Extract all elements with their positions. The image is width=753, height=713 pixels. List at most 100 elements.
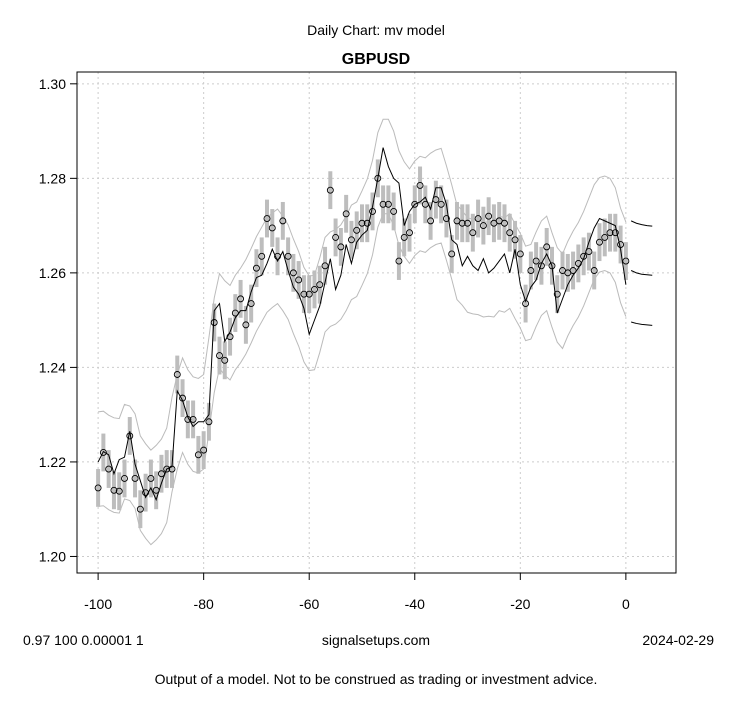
disclaimer: Output of a model. Not to be construed a… — [155, 671, 598, 687]
close-point — [448, 250, 456, 258]
x-tick-label: -60 — [299, 596, 319, 612]
y-tick-label: 1.20 — [39, 548, 66, 564]
close-point — [221, 356, 229, 364]
forecast-upper — [630, 220, 653, 227]
close-point — [247, 300, 255, 308]
close-point — [284, 252, 292, 260]
range-bars — [96, 159, 628, 529]
close-point — [94, 484, 102, 492]
close-point — [622, 257, 630, 265]
close-point — [474, 215, 482, 222]
close-point — [321, 262, 329, 270]
close-point — [390, 207, 398, 215]
x-axis: -100 -80 -60 -40 -20 0 — [84, 572, 630, 612]
close-point — [279, 217, 287, 225]
chart-supertitle: Daily Chart: mv model — [307, 22, 445, 38]
close-point — [147, 475, 155, 482]
close-point — [537, 262, 545, 270]
close-point — [527, 267, 535, 274]
x-tick-label: -80 — [194, 596, 214, 612]
close-point — [200, 446, 208, 454]
footer-left: 0.97 100 0.00001 1 — [23, 632, 144, 648]
close-point — [479, 222, 487, 230]
close-point — [511, 236, 519, 244]
y-axis: 1.20 1.22 1.24 1.26 1.28 1.30 — [39, 76, 77, 564]
close-point — [184, 415, 192, 423]
close-point — [363, 219, 371, 227]
close-point — [152, 486, 160, 494]
close-point — [142, 489, 150, 497]
close-point — [369, 207, 376, 215]
close-point — [311, 285, 318, 293]
close-point — [242, 321, 250, 329]
y-tick-label: 1.22 — [39, 454, 66, 470]
close-point — [574, 259, 582, 267]
close-point — [458, 219, 466, 227]
close-point — [437, 200, 445, 208]
close-point — [332, 233, 340, 241]
close-point — [406, 229, 413, 237]
close-point — [194, 451, 202, 459]
y-tick-label: 1.24 — [39, 359, 66, 375]
forecast-lower — [631, 321, 653, 326]
footer-center: signalsetups.com — [322, 632, 430, 648]
x-tick-label: -100 — [84, 596, 112, 612]
close-point — [374, 174, 382, 182]
close-point — [210, 319, 218, 326]
close-point — [295, 276, 303, 284]
close-point — [506, 229, 514, 237]
footer-right: 2024-02-29 — [642, 632, 714, 648]
close-point — [105, 465, 113, 473]
close-point — [226, 333, 234, 341]
model-line-path — [97, 147, 627, 502]
close-point — [179, 394, 187, 402]
close-point — [163, 465, 171, 473]
close-point — [326, 186, 334, 194]
close-point — [606, 229, 614, 237]
close-point — [411, 200, 419, 208]
close-point — [569, 267, 577, 274]
close-point — [136, 505, 144, 513]
close-point — [99, 449, 107, 456]
close-point — [252, 264, 260, 272]
close-point — [347, 236, 355, 244]
close-point — [543, 243, 551, 251]
close-point — [342, 210, 350, 218]
close-point — [131, 475, 139, 482]
forecast-lines — [630, 220, 653, 326]
plot-frame — [76, 71, 677, 574]
close-point — [258, 252, 266, 260]
close-point — [337, 243, 345, 251]
close-point — [121, 475, 128, 482]
y-tick-label: 1.30 — [39, 76, 66, 92]
chart-title: GBPUSD — [342, 51, 410, 68]
close-point — [263, 215, 271, 222]
close-point — [216, 352, 223, 360]
close-point — [516, 250, 524, 258]
close-point — [300, 290, 308, 298]
close-point — [395, 257, 403, 265]
close-point — [553, 290, 561, 298]
close-point — [358, 219, 366, 227]
close-point — [585, 248, 593, 256]
close-point — [379, 200, 387, 208]
close-point — [532, 257, 540, 265]
close-point — [189, 415, 197, 423]
close-point — [126, 432, 134, 440]
x-tick-label: -40 — [405, 596, 425, 612]
close-point — [353, 226, 361, 234]
bands — [98, 118, 627, 546]
close-point — [173, 371, 181, 378]
close-point — [601, 233, 609, 241]
close-point — [501, 219, 508, 227]
close-point — [205, 418, 213, 426]
close-point — [289, 269, 297, 277]
close-point — [469, 229, 477, 237]
close-point — [464, 219, 471, 227]
close-point — [237, 295, 245, 303]
close-point — [400, 233, 408, 241]
close-point — [617, 241, 625, 248]
close-point — [316, 281, 324, 289]
x-tick-label: 0 — [622, 596, 630, 612]
